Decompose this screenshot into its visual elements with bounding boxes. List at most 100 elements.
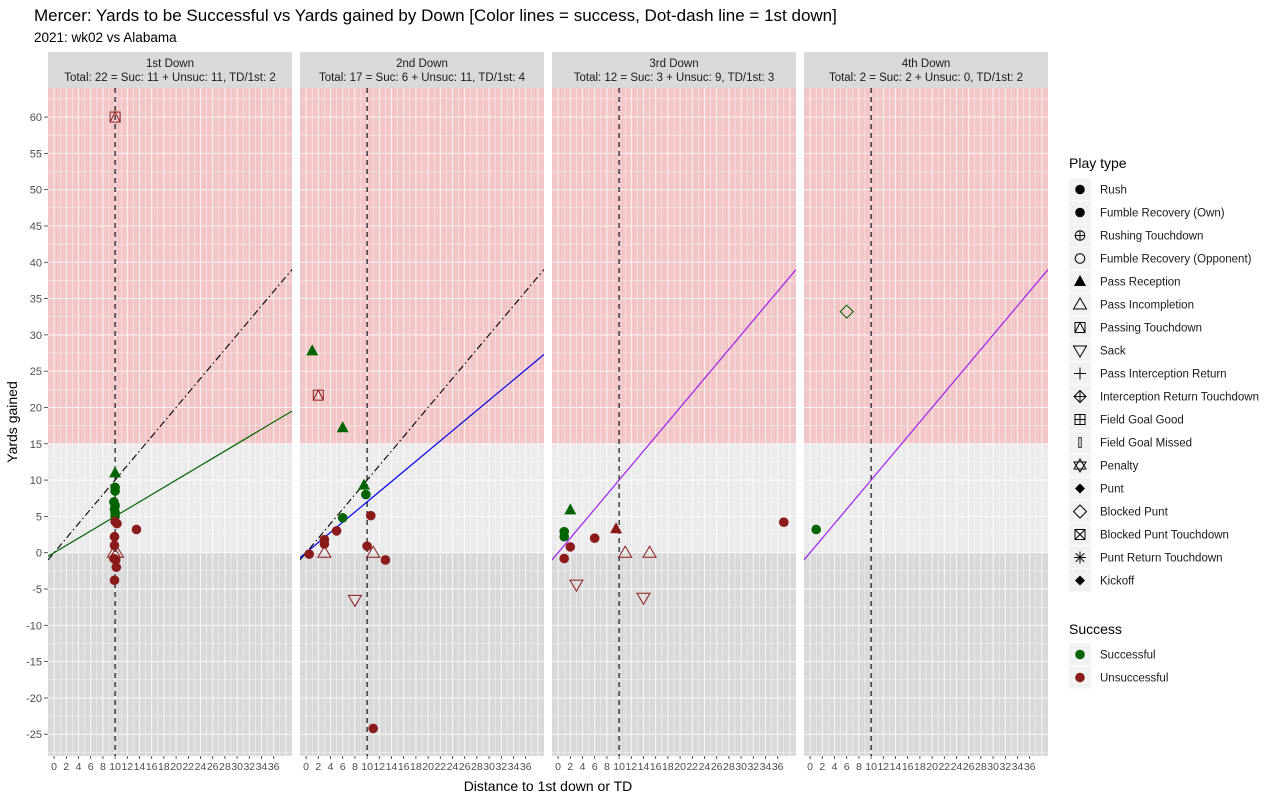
square-triangle-icon-tri xyxy=(1074,321,1086,333)
x-tick-label: 28 xyxy=(471,761,483,773)
legend-label: Punt xyxy=(1100,484,1124,496)
open-triangle-icon-mark xyxy=(1072,297,1088,310)
x-tick-label: 4 xyxy=(832,761,838,773)
data-point-mark xyxy=(109,466,122,478)
data-point xyxy=(610,522,623,534)
data-point-mark xyxy=(368,723,379,734)
y-tick-label: -5 xyxy=(32,584,42,596)
x-tick-label: 22 xyxy=(434,761,446,773)
facet-strip-title: 1st Down xyxy=(146,58,194,70)
data-point xyxy=(109,531,120,542)
data-point xyxy=(131,524,142,535)
legend-label: Blocked Punt Touchdown xyxy=(1100,530,1229,542)
filled-circle-icon-mark xyxy=(1075,207,1085,218)
filled-diamond-icon-mark xyxy=(1075,575,1085,586)
x-axis: 0 2 4 6 8 10 12 14 16 18 20 22 24 26 28 30 32 34 36 xyxy=(51,756,280,773)
data-point xyxy=(362,541,372,551)
x-tick-label: 18 xyxy=(158,761,170,773)
x-tick-label: 12 xyxy=(121,761,133,773)
open-triangle-icon xyxy=(1072,297,1088,310)
x-tick-label: 16 xyxy=(902,761,914,773)
y-tick-label: 50 xyxy=(30,185,42,197)
facet-strip-title: 2nd Down xyxy=(396,58,448,70)
data-point-mark xyxy=(331,526,342,536)
data-point xyxy=(380,555,391,565)
legend-label: Sack xyxy=(1100,346,1126,358)
data-point xyxy=(110,555,121,565)
diamond-plus-icon-cross xyxy=(1074,390,1086,403)
asterisk-icon-mark xyxy=(1074,551,1086,564)
success-line xyxy=(300,354,544,559)
x-tick-label: 6 xyxy=(592,761,598,773)
data-point-mark xyxy=(642,545,657,558)
facet-strip xyxy=(804,52,1048,88)
chart-title: Mercer: Yards to be Successful vs Yards … xyxy=(34,6,837,25)
panel-1: 1st Down Total: 22 = Suc: 11 + Unsuc: 11,… xyxy=(48,52,292,773)
gridlines xyxy=(48,88,292,756)
x-tick-label: 0 xyxy=(303,761,309,773)
legend-label: Unsuccessful xyxy=(1100,673,1168,685)
x-axis-label: Distance to 1st down or TD xyxy=(464,778,633,794)
x-tick-label: 8 xyxy=(604,761,610,773)
data-point xyxy=(839,304,854,319)
x-tick-label: 30 xyxy=(987,761,999,773)
x-tick-label: 36 xyxy=(772,761,784,773)
x-tick-label: 22 xyxy=(938,761,950,773)
data-point-mark xyxy=(380,555,391,565)
x-tick-label: 8 xyxy=(352,761,358,773)
y-tick-label: 0 xyxy=(36,548,42,560)
data-point xyxy=(306,344,319,356)
x-axis: 0 2 4 6 8 10 12 14 16 18 20 22 24 26 28 30 32 34 36 xyxy=(807,756,1036,773)
facet-strip-title: 3rd Down xyxy=(649,58,698,70)
x-tick-label: 14 xyxy=(134,761,146,773)
filled-diamond-icon-mark xyxy=(1075,483,1085,494)
data-point-mark xyxy=(306,344,319,356)
gridlines xyxy=(804,88,1048,756)
success-line xyxy=(552,269,796,561)
y-axis-label: Yards gained xyxy=(4,381,20,462)
legend-key-bg xyxy=(1069,247,1091,270)
data-point xyxy=(109,110,121,123)
y-tick-label: 10 xyxy=(30,475,42,487)
x-tick-label: 26 xyxy=(207,761,219,773)
data-point-mark xyxy=(589,533,600,543)
y-tick-label: 30 xyxy=(30,330,42,342)
open-circle-icon xyxy=(1074,253,1086,264)
facet-strip-title: 4th Down xyxy=(902,58,951,70)
data-point xyxy=(564,503,577,515)
square-x-icon xyxy=(1074,529,1086,540)
legend-success-swatch xyxy=(1075,672,1085,683)
data-point xyxy=(336,421,349,433)
data-point-mark xyxy=(358,478,371,490)
x-tick-label: 22 xyxy=(182,761,194,773)
data-point-mark xyxy=(362,541,372,551)
x-tick-label: 34 xyxy=(1012,761,1024,773)
data-point xyxy=(109,575,120,586)
data-point-mark xyxy=(361,489,371,500)
facet-strip-subtitle: Total: 22 = Suc: 11 + Unsuc: 11, TD/1st:… xyxy=(64,72,276,84)
y-tick-label: 15 xyxy=(30,439,42,451)
x-tick-label: 2 xyxy=(819,761,825,773)
y-tick-label: 5 xyxy=(36,511,42,523)
data-point xyxy=(317,545,332,558)
dot-dash-first-down-line xyxy=(300,269,544,561)
legend-label: Pass Incompletion xyxy=(1100,300,1194,312)
x-tick-label: 20 xyxy=(422,761,434,773)
data-point xyxy=(642,545,657,558)
legend-label: Field Goal Good xyxy=(1100,415,1184,427)
legend-key-bg xyxy=(1069,316,1091,339)
diamond-plus-icon xyxy=(1073,389,1087,404)
x-tick-label: 2 xyxy=(315,761,321,773)
data-point xyxy=(109,466,122,478)
legend-title-play-type: Play type xyxy=(1069,155,1127,171)
y-tick-label: -10 xyxy=(26,620,42,632)
x-tick-label: 2 xyxy=(63,761,69,773)
x-tick-label: 30 xyxy=(483,761,495,773)
x-tick-label: 18 xyxy=(914,761,926,773)
x-tick-label: 20 xyxy=(170,761,182,773)
data-point xyxy=(365,545,381,558)
legend-success-swatch xyxy=(1075,649,1085,660)
x-tick-label: 8 xyxy=(100,761,106,773)
success-line xyxy=(48,410,292,557)
data-point xyxy=(565,542,576,552)
